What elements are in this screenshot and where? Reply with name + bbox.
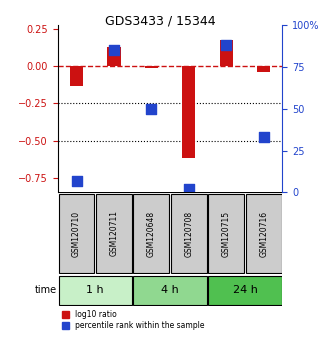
Bar: [257, 66, 270, 72]
FancyBboxPatch shape: [96, 194, 132, 273]
FancyBboxPatch shape: [246, 194, 282, 273]
Bar: [108, 47, 120, 66]
Text: 4 h: 4 h: [161, 285, 179, 295]
Text: GSM120648: GSM120648: [147, 210, 156, 257]
Point: [186, 186, 191, 192]
Bar: [145, 66, 158, 68]
Point: [74, 178, 79, 184]
Bar: [182, 66, 195, 158]
Point: [149, 106, 154, 112]
Point: [261, 134, 266, 140]
Text: GSM120711: GSM120711: [109, 211, 118, 256]
Point: [224, 42, 229, 48]
Text: GSM120716: GSM120716: [259, 210, 268, 257]
FancyBboxPatch shape: [58, 194, 94, 273]
Text: GSM120710: GSM120710: [72, 210, 81, 257]
Bar: [220, 40, 233, 66]
Text: GDS3433 / 15344: GDS3433 / 15344: [105, 14, 216, 27]
Text: 1 h: 1 h: [86, 285, 104, 295]
Legend: log10 ratio, percentile rank within the sample: log10 ratio, percentile rank within the …: [62, 310, 205, 330]
Text: time: time: [35, 285, 57, 295]
Point: [111, 47, 117, 53]
FancyBboxPatch shape: [208, 194, 244, 273]
FancyBboxPatch shape: [134, 276, 207, 304]
Text: GSM120715: GSM120715: [222, 210, 231, 257]
Text: 24 h: 24 h: [233, 285, 257, 295]
Bar: [70, 66, 83, 86]
Text: GSM120708: GSM120708: [184, 210, 193, 257]
FancyBboxPatch shape: [58, 276, 132, 304]
FancyBboxPatch shape: [171, 194, 207, 273]
FancyBboxPatch shape: [134, 194, 169, 273]
FancyBboxPatch shape: [208, 276, 282, 304]
